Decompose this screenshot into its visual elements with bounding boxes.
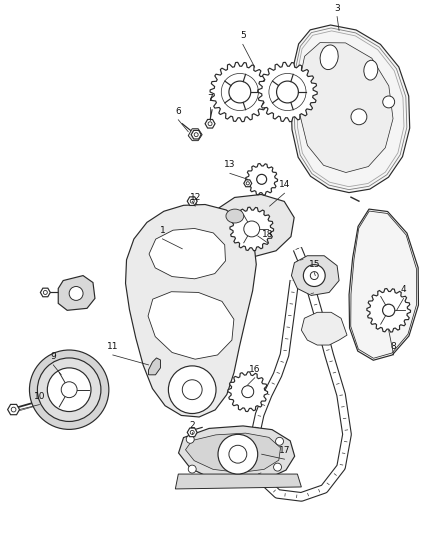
Text: 10: 10 — [34, 392, 45, 401]
Circle shape — [242, 386, 254, 398]
Circle shape — [11, 407, 16, 412]
Text: 8: 8 — [391, 342, 396, 351]
Text: 18: 18 — [262, 230, 273, 239]
Polygon shape — [205, 119, 215, 128]
Circle shape — [29, 350, 109, 430]
Text: 6: 6 — [176, 107, 181, 116]
Text: 17: 17 — [279, 446, 290, 455]
Text: 5: 5 — [240, 31, 246, 41]
Circle shape — [276, 81, 298, 103]
Circle shape — [182, 380, 202, 400]
Circle shape — [246, 223, 258, 235]
Text: 16: 16 — [249, 365, 261, 374]
Circle shape — [61, 382, 77, 398]
Polygon shape — [7, 405, 20, 415]
Circle shape — [190, 430, 194, 434]
Polygon shape — [258, 62, 317, 122]
Polygon shape — [187, 197, 197, 205]
Polygon shape — [230, 207, 274, 251]
Polygon shape — [214, 195, 294, 256]
Text: 13: 13 — [224, 160, 236, 169]
Polygon shape — [367, 288, 410, 332]
Text: 12: 12 — [190, 193, 201, 202]
Text: 2: 2 — [189, 422, 195, 430]
Text: 7: 7 — [207, 94, 213, 103]
Text: 1: 1 — [159, 226, 165, 235]
Circle shape — [47, 368, 91, 411]
Circle shape — [274, 463, 282, 471]
Circle shape — [188, 465, 196, 473]
Circle shape — [208, 122, 212, 126]
Polygon shape — [349, 209, 418, 360]
Polygon shape — [58, 276, 95, 310]
Circle shape — [190, 199, 194, 203]
Polygon shape — [291, 25, 410, 192]
Polygon shape — [246, 164, 278, 195]
Polygon shape — [133, 212, 250, 409]
Circle shape — [69, 287, 83, 301]
Ellipse shape — [226, 209, 244, 223]
Circle shape — [229, 445, 247, 463]
Polygon shape — [129, 208, 253, 413]
Text: 11: 11 — [107, 342, 119, 351]
Polygon shape — [148, 358, 160, 375]
Circle shape — [168, 366, 216, 414]
Circle shape — [310, 272, 318, 279]
Polygon shape — [188, 128, 202, 141]
Circle shape — [351, 109, 367, 125]
Circle shape — [276, 438, 283, 445]
Circle shape — [194, 133, 198, 136]
Polygon shape — [301, 312, 347, 345]
Ellipse shape — [364, 60, 378, 80]
Polygon shape — [149, 229, 226, 279]
Polygon shape — [210, 62, 270, 122]
Text: 14: 14 — [279, 180, 290, 189]
Text: 3: 3 — [334, 4, 340, 13]
Text: 4: 4 — [401, 286, 406, 294]
Ellipse shape — [320, 45, 338, 70]
Circle shape — [246, 182, 249, 185]
Polygon shape — [291, 256, 339, 295]
Circle shape — [383, 96, 395, 108]
Circle shape — [244, 221, 260, 237]
Circle shape — [257, 175, 266, 184]
Text: 15: 15 — [308, 260, 320, 269]
Polygon shape — [187, 428, 197, 437]
Circle shape — [37, 358, 101, 422]
Circle shape — [257, 174, 267, 184]
Polygon shape — [191, 131, 201, 139]
Circle shape — [382, 304, 395, 317]
Polygon shape — [148, 292, 234, 359]
Circle shape — [186, 435, 194, 443]
Polygon shape — [186, 433, 280, 473]
Circle shape — [242, 386, 253, 397]
Polygon shape — [228, 372, 268, 411]
Polygon shape — [40, 288, 50, 297]
Polygon shape — [244, 180, 252, 187]
Circle shape — [304, 265, 325, 287]
Text: 9: 9 — [50, 352, 56, 361]
Polygon shape — [299, 43, 393, 173]
Circle shape — [43, 290, 47, 294]
Circle shape — [218, 434, 258, 474]
Circle shape — [229, 81, 251, 103]
Polygon shape — [126, 205, 256, 417]
Polygon shape — [179, 426, 295, 482]
Polygon shape — [175, 474, 301, 489]
